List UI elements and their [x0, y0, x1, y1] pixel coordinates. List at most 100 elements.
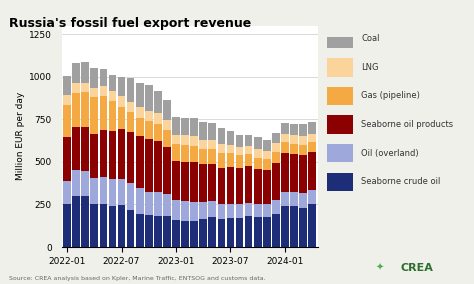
Bar: [254, 158, 262, 169]
Bar: [82, 83, 89, 92]
Bar: [127, 78, 135, 102]
Text: ✦: ✦: [375, 263, 383, 273]
Bar: [281, 206, 289, 247]
Bar: [109, 75, 116, 91]
Bar: [227, 167, 234, 204]
FancyBboxPatch shape: [327, 115, 353, 134]
Bar: [290, 144, 298, 154]
Bar: [100, 130, 107, 177]
Bar: [245, 203, 253, 216]
Bar: [72, 63, 80, 83]
Bar: [299, 193, 307, 208]
Bar: [236, 204, 243, 218]
Bar: [136, 214, 144, 247]
FancyBboxPatch shape: [327, 87, 353, 105]
Bar: [218, 128, 225, 144]
Bar: [127, 102, 135, 112]
Bar: [181, 135, 189, 145]
Bar: [63, 181, 71, 204]
Bar: [154, 192, 162, 216]
Bar: [209, 149, 216, 164]
Bar: [100, 86, 107, 96]
Bar: [218, 153, 225, 168]
Text: Coal: Coal: [361, 34, 380, 43]
Bar: [181, 162, 189, 201]
Bar: [236, 155, 243, 168]
Text: CREA: CREA: [401, 263, 434, 273]
Bar: [218, 144, 225, 153]
Bar: [272, 143, 280, 152]
Bar: [263, 217, 271, 247]
Bar: [72, 196, 80, 247]
Bar: [136, 107, 144, 118]
Bar: [254, 169, 262, 204]
Bar: [263, 159, 271, 170]
Bar: [163, 216, 171, 247]
Bar: [145, 215, 153, 247]
Bar: [154, 141, 162, 192]
Bar: [272, 133, 280, 143]
Bar: [263, 140, 271, 151]
Bar: [281, 142, 289, 153]
Bar: [200, 164, 207, 202]
Bar: [209, 164, 216, 201]
Text: Seaborne oil products: Seaborne oil products: [361, 120, 453, 129]
Bar: [172, 135, 180, 144]
Bar: [145, 121, 153, 139]
Bar: [272, 163, 280, 200]
Bar: [163, 194, 171, 216]
Bar: [136, 188, 144, 214]
Bar: [263, 170, 271, 204]
Bar: [72, 127, 80, 170]
Bar: [254, 149, 262, 158]
Bar: [263, 151, 271, 159]
FancyBboxPatch shape: [327, 144, 353, 162]
Bar: [91, 178, 98, 204]
Bar: [190, 118, 198, 136]
Bar: [154, 91, 162, 113]
Bar: [281, 123, 289, 134]
Bar: [209, 201, 216, 217]
Text: Oil (overland): Oil (overland): [361, 149, 419, 158]
Bar: [127, 210, 135, 247]
Bar: [82, 196, 89, 247]
Bar: [172, 161, 180, 200]
Bar: [200, 122, 207, 140]
Text: Gas (pipeline): Gas (pipeline): [361, 91, 420, 101]
Bar: [118, 106, 126, 129]
Bar: [218, 204, 225, 219]
Bar: [245, 216, 253, 247]
Bar: [145, 111, 153, 121]
Bar: [200, 202, 207, 219]
Bar: [290, 192, 298, 206]
Bar: [308, 152, 316, 190]
Bar: [127, 112, 135, 132]
Bar: [290, 124, 298, 135]
Bar: [82, 92, 89, 127]
Bar: [190, 136, 198, 146]
Text: Russia's fossil fuel export revenue: Russia's fossil fuel export revenue: [9, 17, 252, 30]
Bar: [163, 100, 171, 120]
Bar: [308, 190, 316, 204]
Bar: [245, 146, 253, 154]
Text: LNG: LNG: [361, 63, 379, 72]
Bar: [227, 153, 234, 167]
Bar: [299, 136, 307, 145]
Bar: [218, 168, 225, 204]
Bar: [218, 219, 225, 247]
Bar: [245, 135, 253, 146]
Bar: [91, 88, 98, 97]
Bar: [200, 149, 207, 164]
Bar: [163, 130, 171, 147]
Bar: [172, 117, 180, 135]
Bar: [100, 96, 107, 130]
Bar: [245, 166, 253, 203]
Bar: [290, 135, 298, 144]
Bar: [72, 170, 80, 196]
Bar: [163, 120, 171, 130]
Bar: [72, 93, 80, 127]
Bar: [154, 124, 162, 141]
Bar: [308, 134, 316, 142]
Bar: [290, 154, 298, 192]
Bar: [91, 134, 98, 178]
